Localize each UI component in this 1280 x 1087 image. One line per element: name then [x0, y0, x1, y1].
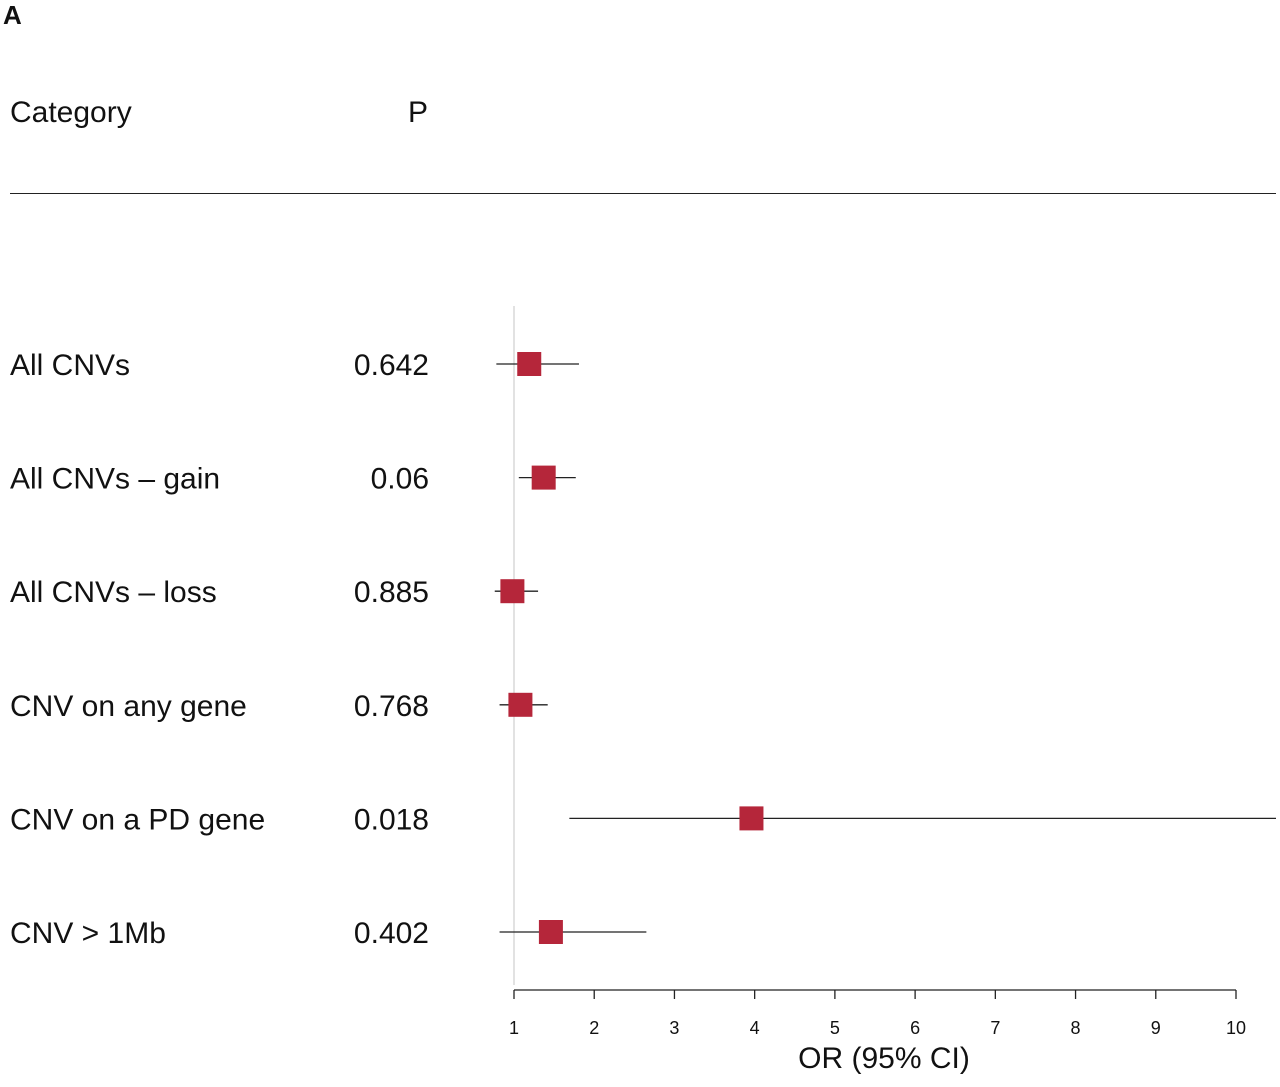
x-axis: 1 2 3 4 5 6 7 8 9 10: [509, 989, 1246, 1038]
row-p-value: 0.402: [354, 917, 429, 950]
panel-label: A: [3, 0, 22, 30]
or-point: [739, 806, 764, 831]
header-divider: [10, 193, 1276, 194]
x-tick-label: 7: [990, 1018, 1000, 1038]
row-category-label: All CNVs: [10, 349, 130, 382]
x-tick-label: 1: [509, 1018, 519, 1038]
row-category-label: CNV > 1Mb: [10, 917, 166, 950]
or-point: [500, 579, 525, 604]
x-tick-label: 9: [1151, 1018, 1161, 1038]
row-p-value: 0.06: [371, 463, 429, 496]
x-tick-label: 2: [589, 1018, 599, 1038]
row-category-label: All CNVs – gain: [10, 463, 220, 496]
or-point: [531, 465, 556, 490]
x-tick-label: 10: [1226, 1018, 1246, 1038]
or-point: [508, 692, 533, 717]
row-category-label: CNV on any gene: [10, 690, 247, 723]
row-p-value: 0.768: [354, 690, 429, 723]
or-point: [517, 352, 542, 376]
row-p-value: 0.642: [354, 349, 429, 382]
category-header: Category: [10, 96, 132, 129]
x-tick-label: 3: [669, 1018, 679, 1038]
row-category-label: All CNVs – loss: [10, 576, 217, 609]
row-category-label: CNV on a PD gene: [10, 803, 265, 836]
row-p-value: 0.885: [354, 576, 429, 609]
x-tick-label: 6: [910, 1018, 920, 1038]
row-p-value: 0.018: [354, 803, 429, 836]
x-axis-title: OR (95% CI): [798, 1042, 970, 1075]
x-tick-label: 8: [1071, 1018, 1081, 1038]
x-tick-label: 5: [830, 1018, 840, 1038]
p-header: P: [408, 96, 429, 129]
x-tick-label: 4: [750, 1018, 760, 1038]
or-point: [538, 920, 563, 944]
